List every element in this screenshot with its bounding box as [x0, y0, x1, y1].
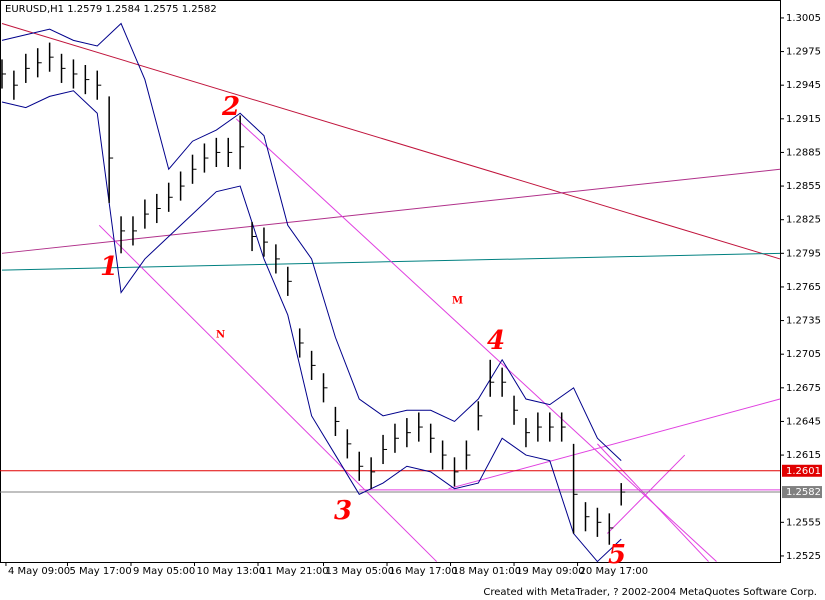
y-tick-label: 1.2765 — [786, 282, 821, 293]
annotation: 1 — [100, 252, 118, 282]
price-label-box — [782, 464, 822, 477]
chart-title: EURUSD,H1 1.2579 1.2584 1.2575 1.2582 — [5, 4, 217, 15]
trendline — [98, 224, 437, 562]
annotation: M — [452, 296, 463, 307]
annotation: 2 — [221, 92, 240, 122]
trendline — [235, 118, 717, 562]
y-tick-label: 1.2945 — [786, 80, 821, 91]
x-tick-label: 4 May 09:00 — [8, 566, 70, 577]
trendline — [1, 168, 781, 254]
trendline — [597, 443, 709, 562]
x-tick-label: 18 May 01:00 — [453, 566, 522, 577]
y-tick-label: 1.2735 — [786, 316, 821, 327]
y-tick-label: 1.3005 — [786, 13, 821, 24]
annotation: N — [216, 330, 225, 341]
price-label: 1.2582 — [786, 487, 821, 498]
footer: Created with MetaTrader, ? 2002-2004 Met… — [483, 587, 817, 598]
trendline — [448, 398, 781, 490]
x-tick-label: 19 May 09:00 — [516, 566, 585, 577]
x-tick-label: 11 May 21:00 — [260, 566, 329, 577]
x-tick-label: 20 May 17:00 — [580, 566, 649, 577]
x-tick-label: 16 May 17:00 — [389, 566, 458, 577]
x-tick-label: 13 May 05:00 — [326, 566, 395, 577]
annotation: 5 — [608, 540, 626, 570]
price-label-box — [782, 486, 822, 499]
annotation: 4 — [487, 326, 505, 356]
y-tick-label: 1.2675 — [786, 383, 821, 394]
y-tick-label: 1.2825 — [786, 215, 821, 226]
plot-frame — [0, 0, 781, 563]
y-tick-label: 1.2615 — [786, 450, 821, 461]
y-tick-label: 1.2975 — [786, 47, 821, 58]
y-tick-label: 1.2555 — [786, 517, 821, 528]
trendline — [1, 23, 781, 260]
y-tick-label: 1.2795 — [786, 248, 821, 259]
x-tick-label: 9 May 05:00 — [133, 566, 195, 577]
band-upper — [1, 22, 622, 462]
y-tick-label: 1.2705 — [786, 349, 821, 360]
price-label: 1.2601 — [786, 466, 821, 477]
x-tick-label: 5 May 17:00 — [69, 566, 131, 577]
x-tick-label: 10 May 13:00 — [197, 566, 266, 577]
trendline — [606, 454, 686, 534]
y-tick-label: 1.2915 — [786, 114, 821, 125]
y-tick-label: 1.2525 — [786, 551, 821, 562]
y-tick-label: 1.2645 — [786, 416, 821, 427]
y-tick-label: 1.2855 — [786, 181, 821, 192]
y-tick-label: 1.2885 — [786, 147, 821, 158]
band-lower — [1, 90, 622, 563]
annotation: 3 — [334, 496, 352, 526]
